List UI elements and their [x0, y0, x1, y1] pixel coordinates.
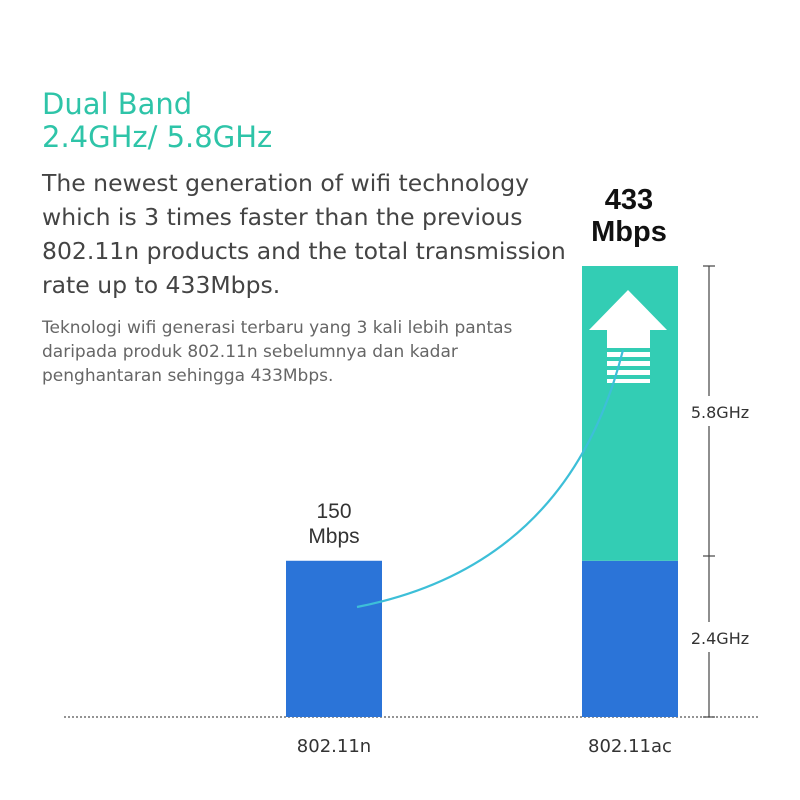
category-label-802-11n: 802.11n: [297, 736, 371, 757]
unit-label-802-11ac: Mbps: [591, 216, 667, 248]
bar-802-11n: [286, 560, 382, 717]
band-bracket: [703, 265, 715, 718]
band-label-5-8ghz: 5.8GHz: [691, 403, 749, 422]
page-title: Dual Band 2.4GHz/ 5.8GHz: [42, 88, 272, 154]
description-malay: Teknologi wifi generasi terbaru yang 3 k…: [42, 318, 513, 386]
unit-label-802-11n: Mbps: [308, 525, 359, 548]
value-label-802-11ac: 433: [605, 184, 653, 216]
title-line-2: 2.4GHz/ 5.8GHz: [42, 120, 273, 154]
category-label-802-11ac: 802.11ac: [588, 736, 672, 757]
title-line-1: Dual Band: [42, 87, 193, 121]
value-label-802-11n: 150: [316, 500, 351, 523]
up-arrow-icon: [589, 290, 667, 383]
bar-802-11ac-2-4ghz-segment: [582, 560, 678, 717]
curved-connector: [356, 349, 625, 609]
band-label-2-4ghz: 2.4GHz: [691, 629, 749, 648]
description-english: The newest generation of wifi technology…: [42, 169, 566, 299]
